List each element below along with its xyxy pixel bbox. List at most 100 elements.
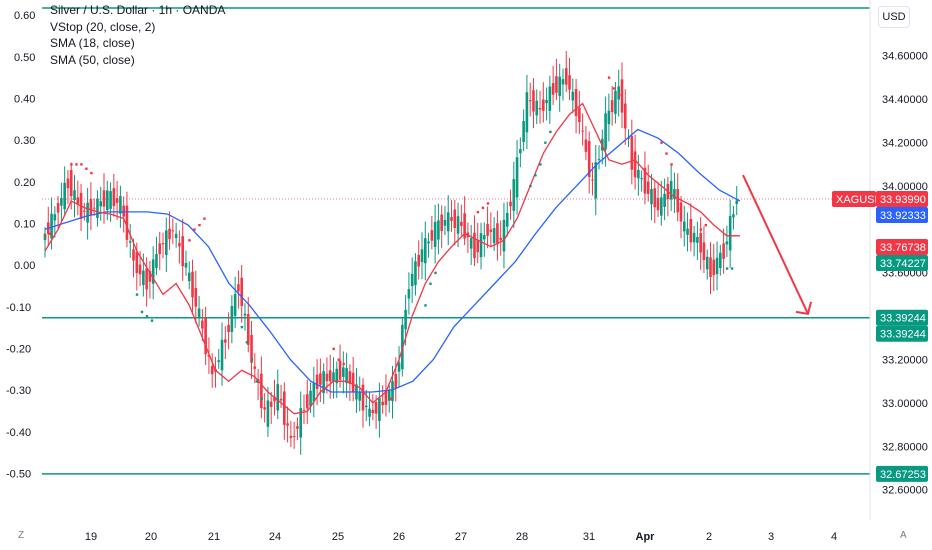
candle-body (86, 202, 89, 223)
vstop-dot (389, 397, 393, 400)
candle-body (184, 262, 188, 268)
vstop-dot (145, 315, 149, 318)
vstop-dot (670, 163, 673, 166)
candle-body (637, 169, 640, 179)
candle-body (328, 370, 332, 382)
candle-body (378, 397, 381, 421)
candle-body (591, 179, 594, 181)
price-badge (876, 309, 928, 326)
candle-body (548, 86, 552, 111)
candle-body (417, 254, 421, 267)
candle-body (574, 89, 578, 117)
zoom-corner-label[interactable]: Z (18, 530, 25, 541)
candle-body (656, 197, 660, 211)
left-tick-label: 0.30 (14, 135, 35, 147)
vstop-dot (481, 206, 485, 210)
candle-body (725, 241, 729, 245)
candle-body (519, 149, 522, 154)
candle-body (663, 193, 666, 207)
candle-body (371, 410, 375, 414)
auto-scale-label[interactable]: A (900, 530, 907, 541)
candle-body (555, 76, 558, 93)
candle-body (174, 233, 178, 239)
candle-body (102, 190, 106, 207)
vstop-dot (245, 341, 249, 344)
candle-body (709, 257, 712, 278)
candle-body (627, 137, 630, 139)
candle-body (119, 196, 122, 214)
candle-body (83, 210, 86, 212)
candle-body (433, 221, 437, 247)
candle-body (158, 243, 162, 255)
candle-body (482, 235, 486, 240)
symbol-title[interactable]: Silver / U.S. Dollar · 1h · OANDA (50, 3, 226, 17)
vstop-dot (337, 358, 340, 361)
candle-body (630, 136, 634, 170)
candle-body (509, 201, 512, 207)
candle-body (473, 232, 476, 259)
indicator-sma18[interactable]: SMA (18, close) (50, 36, 135, 50)
vstop-dot (529, 184, 532, 188)
candle-body (515, 157, 519, 198)
plot-area[interactable] (42, 7, 870, 475)
candle-body (358, 392, 362, 401)
candle-body (584, 139, 588, 152)
candle-body (122, 205, 125, 217)
price-badge-value: 33.39244 (880, 329, 926, 341)
candle-body (56, 203, 60, 213)
candle-body (322, 371, 325, 394)
sma18-line (44, 102, 740, 415)
vstop-dot (429, 282, 432, 285)
time-tick-label: 27 (455, 531, 467, 543)
time-axis[interactable]: 19 20 21 24 25 26 27 28 31 Apr 2 3 4 (85, 531, 837, 543)
left-tick-label: -0.50 (6, 468, 31, 480)
symbol-badge (832, 190, 876, 207)
vstop-dot (203, 217, 206, 220)
candle-body (463, 213, 466, 239)
candle-body (712, 259, 716, 276)
time-tick-label: 25 (332, 531, 344, 543)
candle-body (145, 268, 148, 290)
candle-body (620, 79, 624, 113)
candle-body (135, 252, 139, 274)
candle-body (486, 223, 489, 236)
price-badge (876, 206, 928, 223)
vstop-dot (434, 271, 437, 275)
candle-body (237, 284, 240, 292)
price-badge-value: 33.76738 (880, 242, 926, 254)
vstop-dot (332, 347, 335, 351)
candle-body (381, 401, 384, 406)
candle-body (92, 207, 96, 209)
price-badge (876, 325, 928, 342)
candle-body (246, 314, 250, 345)
candle-body (112, 188, 116, 207)
vstop-dot (193, 228, 196, 231)
candle-body (115, 198, 119, 203)
vstop-dot (75, 163, 78, 166)
candle-body (128, 241, 132, 243)
candle-body (407, 289, 411, 299)
vstop-dot (424, 304, 427, 307)
vstop-dot (725, 267, 729, 270)
right-axis[interactable]: 34.60000 34.40000 34.20000 34.00000 33.80000… (869, 0, 928, 520)
currency-button[interactable]: USD (878, 6, 910, 28)
candle-body (715, 257, 719, 275)
candle-body (342, 367, 345, 377)
candle-body (224, 339, 227, 343)
candle-body (446, 212, 450, 232)
candle-body (243, 313, 247, 316)
vstop-dot (255, 380, 259, 383)
candle-body (414, 261, 417, 286)
candle-body (279, 398, 283, 401)
indicator-sma50[interactable]: SMA (50, close) (50, 52, 135, 67)
candle-body (735, 200, 739, 204)
candle-body (260, 373, 263, 408)
chart-legend: Silver / U.S. Dollar · 1h · OANDA VStop … (50, 2, 225, 68)
candle-body (564, 68, 568, 85)
price-tick-label: 34.60000 (882, 51, 928, 63)
candle-body (299, 408, 303, 438)
left-tick-label: -0.40 (6, 427, 31, 439)
indicator-vstop[interactable]: VStop (20, close, 2) (50, 19, 156, 34)
candle-body (283, 391, 286, 425)
